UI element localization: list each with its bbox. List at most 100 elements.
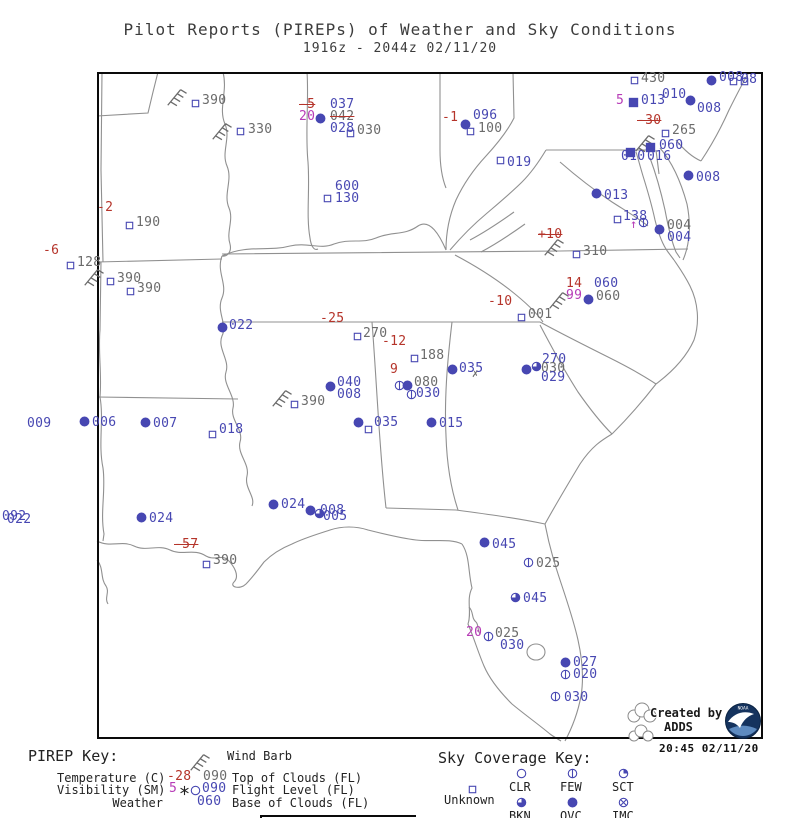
- map-frame: [97, 72, 763, 739]
- unknown-site-icon: [352, 331, 363, 342]
- pirep-value: 013: [604, 188, 629, 203]
- pirep-value: 08: [741, 72, 758, 87]
- pirep-value: 430: [641, 71, 666, 86]
- sky-imc-icon: [618, 797, 629, 808]
- pirep-value: -10: [488, 294, 513, 309]
- key-top-of-clouds-label: Top of Clouds (FL): [232, 771, 363, 785]
- pirep-value: 042: [330, 109, 355, 124]
- pirep-value: 270: [542, 352, 567, 367]
- pirep-value: 030: [500, 638, 525, 653]
- sky-ovc-icon: [521, 364, 532, 375]
- sky-ovc-icon: [79, 416, 90, 427]
- sky-ovc-icon: [402, 380, 413, 391]
- sky-ovc-icon: [706, 75, 717, 86]
- pirep-value: 080: [414, 375, 439, 390]
- sky-ovc-icon: [268, 499, 279, 510]
- sky-ovc-icon: [567, 797, 578, 808]
- pirep-value: 092: [2, 509, 27, 524]
- sky-ovc-icon: [583, 294, 594, 305]
- unknown-site-icon: [495, 155, 506, 166]
- pirep-value: 024: [281, 497, 306, 512]
- unknown-site-icon: [629, 75, 640, 86]
- unknown-site-icon: [289, 399, 300, 410]
- pirep-value: 007: [153, 416, 178, 431]
- page-title: Pilot Reports (PIREPs) of Weather and Sk…: [123, 20, 677, 39]
- pirep-value: 99: [566, 288, 583, 303]
- svg-text:NOAA: NOAA: [738, 706, 749, 712]
- sky-key-sct-label: SCT: [612, 780, 634, 794]
- pirep-value: 009: [27, 416, 52, 431]
- pirep-value: 025: [536, 556, 561, 571]
- pirep-value: 090: [203, 769, 228, 784]
- key-temperature-label: Temperature (C): [57, 771, 166, 785]
- unknown-site-icon: [363, 424, 374, 435]
- pirep-value: 024: [149, 511, 174, 526]
- filled-site-icon: [645, 142, 656, 153]
- unknown-site-icon: [65, 260, 76, 271]
- pirep-value: 013: [641, 93, 666, 108]
- wind-barb-icon: [270, 387, 292, 409]
- sky-key-clr-label: CLR: [509, 780, 531, 794]
- key-flight-level-label: Flight Level (FL): [232, 783, 355, 797]
- sky-bkn-icon: [510, 592, 521, 603]
- credit-line2: ADDS: [664, 720, 693, 734]
- bottom-box-border-corner: [260, 815, 262, 818]
- noaa-logo-icon: NOAA: [725, 703, 761, 739]
- sky-key-ovc-label: OVC: [560, 809, 582, 818]
- pirep-value: 005: [323, 509, 348, 524]
- unknown-site-icon: [207, 429, 218, 440]
- pirep-value: -30: [637, 113, 662, 128]
- pirep-value: 9: [390, 362, 399, 377]
- pirep-value: 045: [492, 537, 517, 552]
- pirep-value: 390: [202, 93, 227, 108]
- pirep-value: 004: [667, 230, 692, 245]
- sky-ovc-icon: [460, 119, 471, 130]
- weather-symbol-icon: [179, 785, 190, 796]
- sky-ovc-icon: [325, 381, 336, 392]
- sky-few-icon: [406, 389, 417, 400]
- unknown-site-icon: [125, 286, 136, 297]
- unknown-site-icon: [516, 312, 527, 323]
- sky-bkn-icon: [516, 797, 527, 808]
- pirep-value: 001: [528, 307, 553, 322]
- credit-line1: Created by: [650, 706, 723, 720]
- unknown-site-icon: [124, 220, 135, 231]
- filled-site-icon: [625, 147, 636, 158]
- pirep-value: 030: [564, 690, 589, 705]
- pirep-value: -57: [174, 537, 199, 552]
- pirep-value: 330: [248, 122, 273, 137]
- sky-bkn-icon: [314, 508, 325, 519]
- pirep-value: 060: [596, 289, 621, 304]
- key-visibility-label: Visibility (SM): [57, 783, 166, 797]
- sky-ovc-icon: [683, 170, 694, 181]
- sky-sct-icon: [618, 768, 629, 779]
- pirep-value: 030: [416, 386, 441, 401]
- wind-barb-icon: [82, 266, 104, 288]
- pirep-value: 20: [299, 109, 316, 124]
- pirep-value: 029: [541, 370, 566, 385]
- sky-ovc-icon: [305, 505, 316, 516]
- pirep-value: 060: [197, 794, 222, 809]
- pirep-value: 265: [672, 123, 697, 138]
- unknown-site-icon: [739, 76, 750, 87]
- sky-key-few-label: FEW: [560, 780, 582, 794]
- sky-ovc-icon: [217, 322, 228, 333]
- pirep-value: -5: [299, 97, 316, 112]
- wind-barb-icon: [188, 751, 210, 773]
- unknown-site-icon: [728, 76, 739, 87]
- pirep-value: 060: [659, 138, 684, 153]
- pirep-value: 030: [357, 123, 382, 138]
- sky-key-unknown-label: Unknown: [444, 793, 495, 807]
- unknown-site-icon: [465, 126, 476, 137]
- pirep-value: -2: [97, 200, 114, 215]
- pirep-value: +10: [538, 227, 563, 242]
- pirep-value: 037: [330, 97, 355, 112]
- unknown-site-icon: [105, 276, 116, 287]
- pirep-value: 090: [202, 781, 227, 796]
- pirep-value: 100: [478, 121, 503, 136]
- pirep-value: 025: [495, 626, 520, 641]
- update-timestamp: 20:45 02/11/20: [659, 742, 759, 755]
- sky-ovc-icon: [685, 95, 696, 106]
